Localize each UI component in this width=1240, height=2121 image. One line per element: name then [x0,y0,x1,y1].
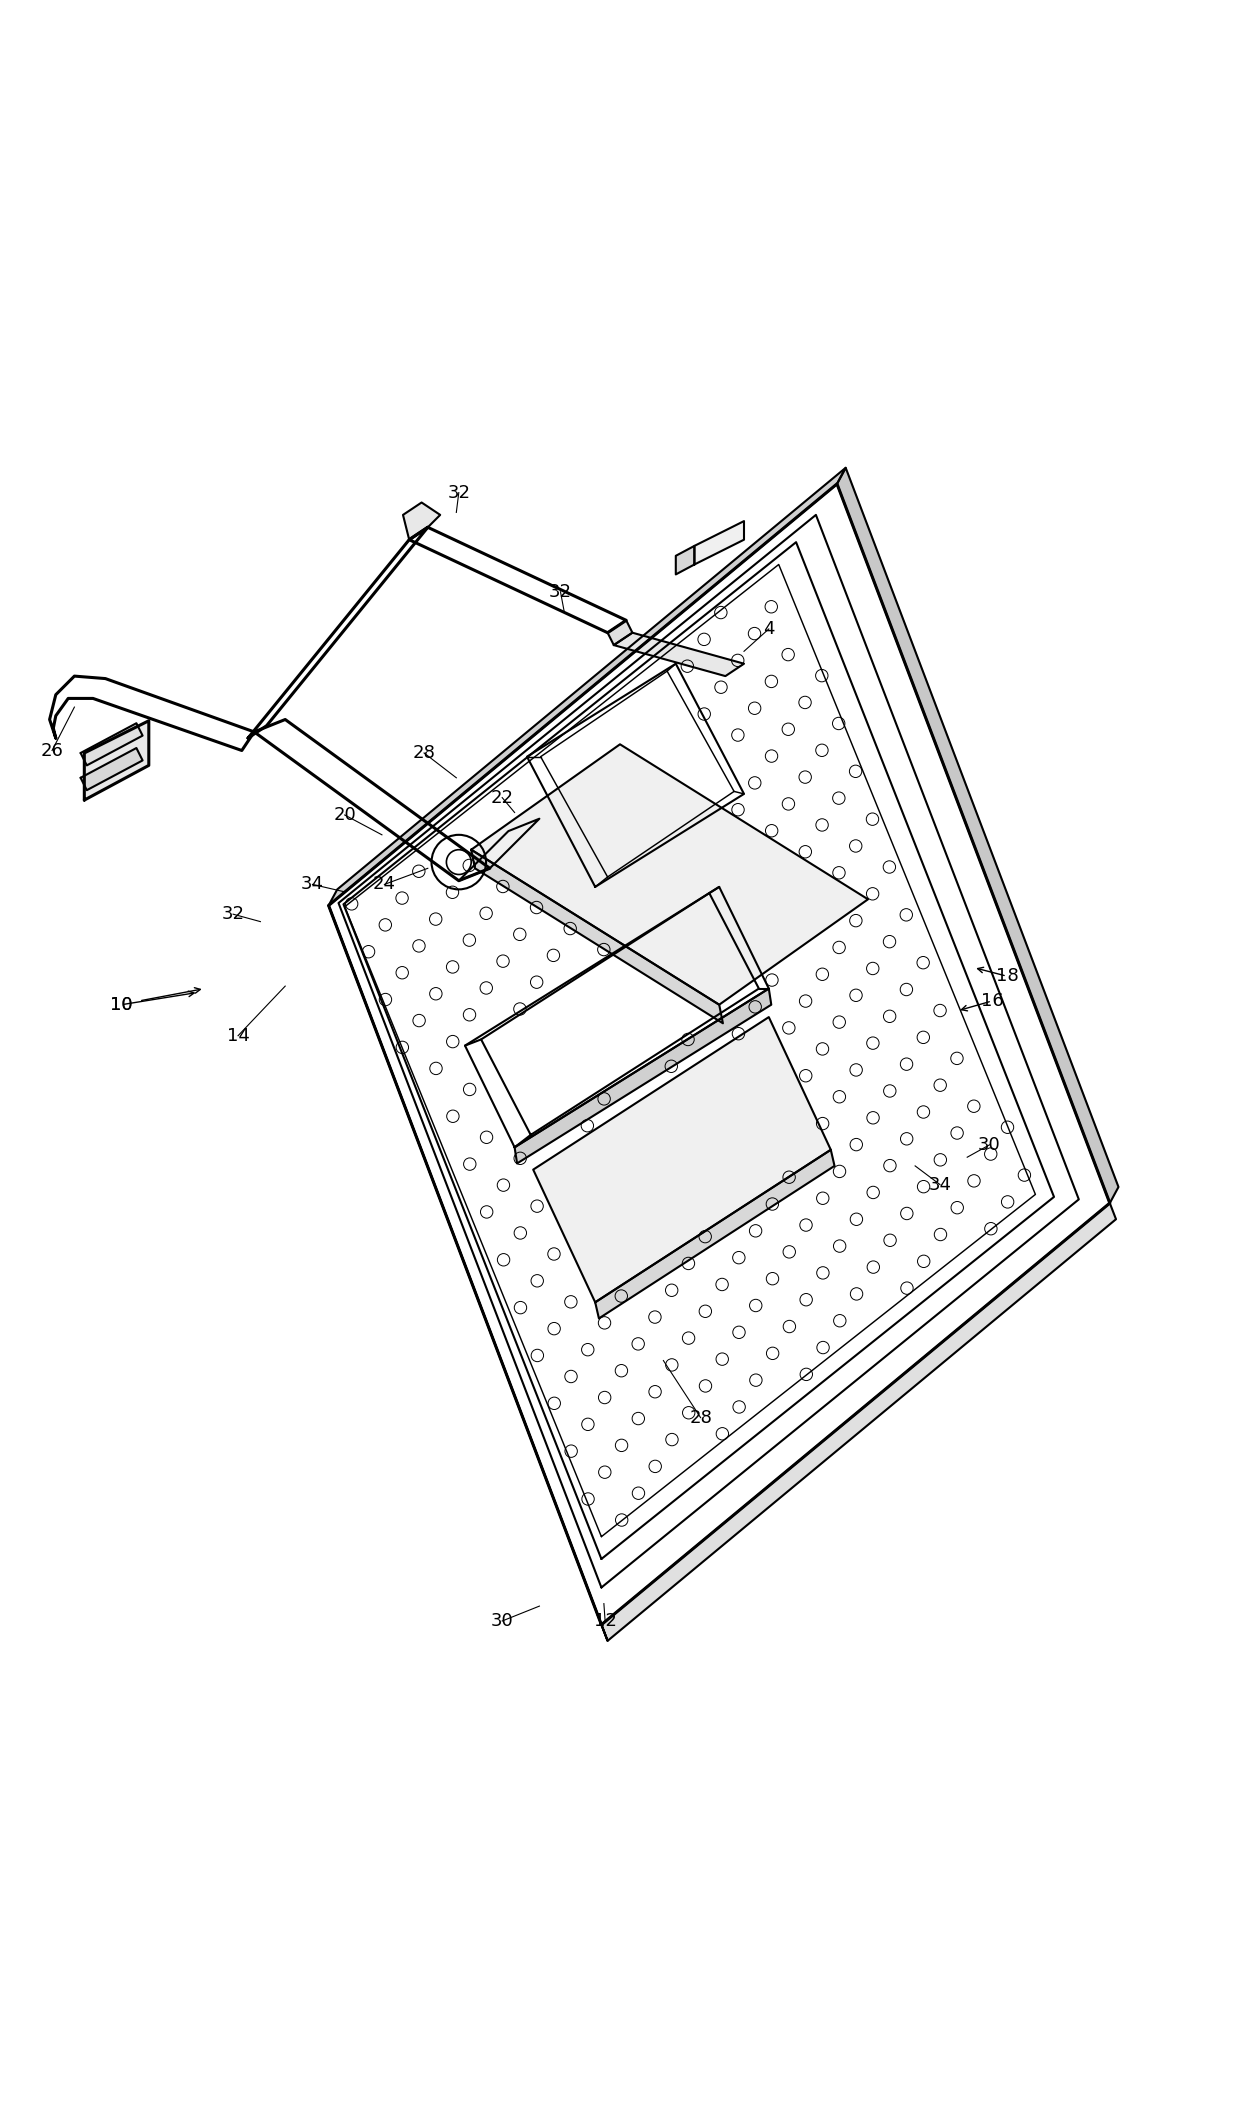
Text: 34: 34 [301,876,324,893]
Polygon shape [608,619,632,645]
Text: 28: 28 [413,744,435,761]
Text: 30: 30 [491,1612,513,1629]
Polygon shape [403,503,440,539]
Text: 22: 22 [491,789,513,806]
Text: 28: 28 [689,1408,712,1427]
Text: 24: 24 [373,876,396,893]
Text: 10: 10 [110,995,133,1014]
Text: 26: 26 [41,742,63,759]
Polygon shape [81,723,143,766]
Text: 32: 32 [448,484,470,501]
Text: 16: 16 [981,993,1003,1010]
Text: 12: 12 [594,1612,616,1629]
Text: 10: 10 [110,995,133,1014]
Polygon shape [595,1150,835,1319]
Polygon shape [515,988,771,1164]
Polygon shape [601,1203,1116,1642]
Text: 4: 4 [763,619,775,638]
Text: 18: 18 [996,967,1018,984]
Text: 14: 14 [227,1027,249,1046]
Polygon shape [694,522,744,564]
Polygon shape [471,851,723,1022]
Text: 34: 34 [929,1175,951,1194]
Polygon shape [84,721,149,800]
Polygon shape [471,744,868,1005]
Text: 32: 32 [549,583,572,600]
Polygon shape [614,632,744,677]
Text: 30: 30 [978,1137,1001,1154]
Text: 20: 20 [334,806,356,823]
Polygon shape [329,469,846,906]
Polygon shape [533,1018,831,1302]
Text: 32: 32 [222,906,244,923]
Polygon shape [676,545,694,575]
Polygon shape [329,906,608,1642]
Polygon shape [837,469,1118,1203]
Polygon shape [81,749,143,791]
